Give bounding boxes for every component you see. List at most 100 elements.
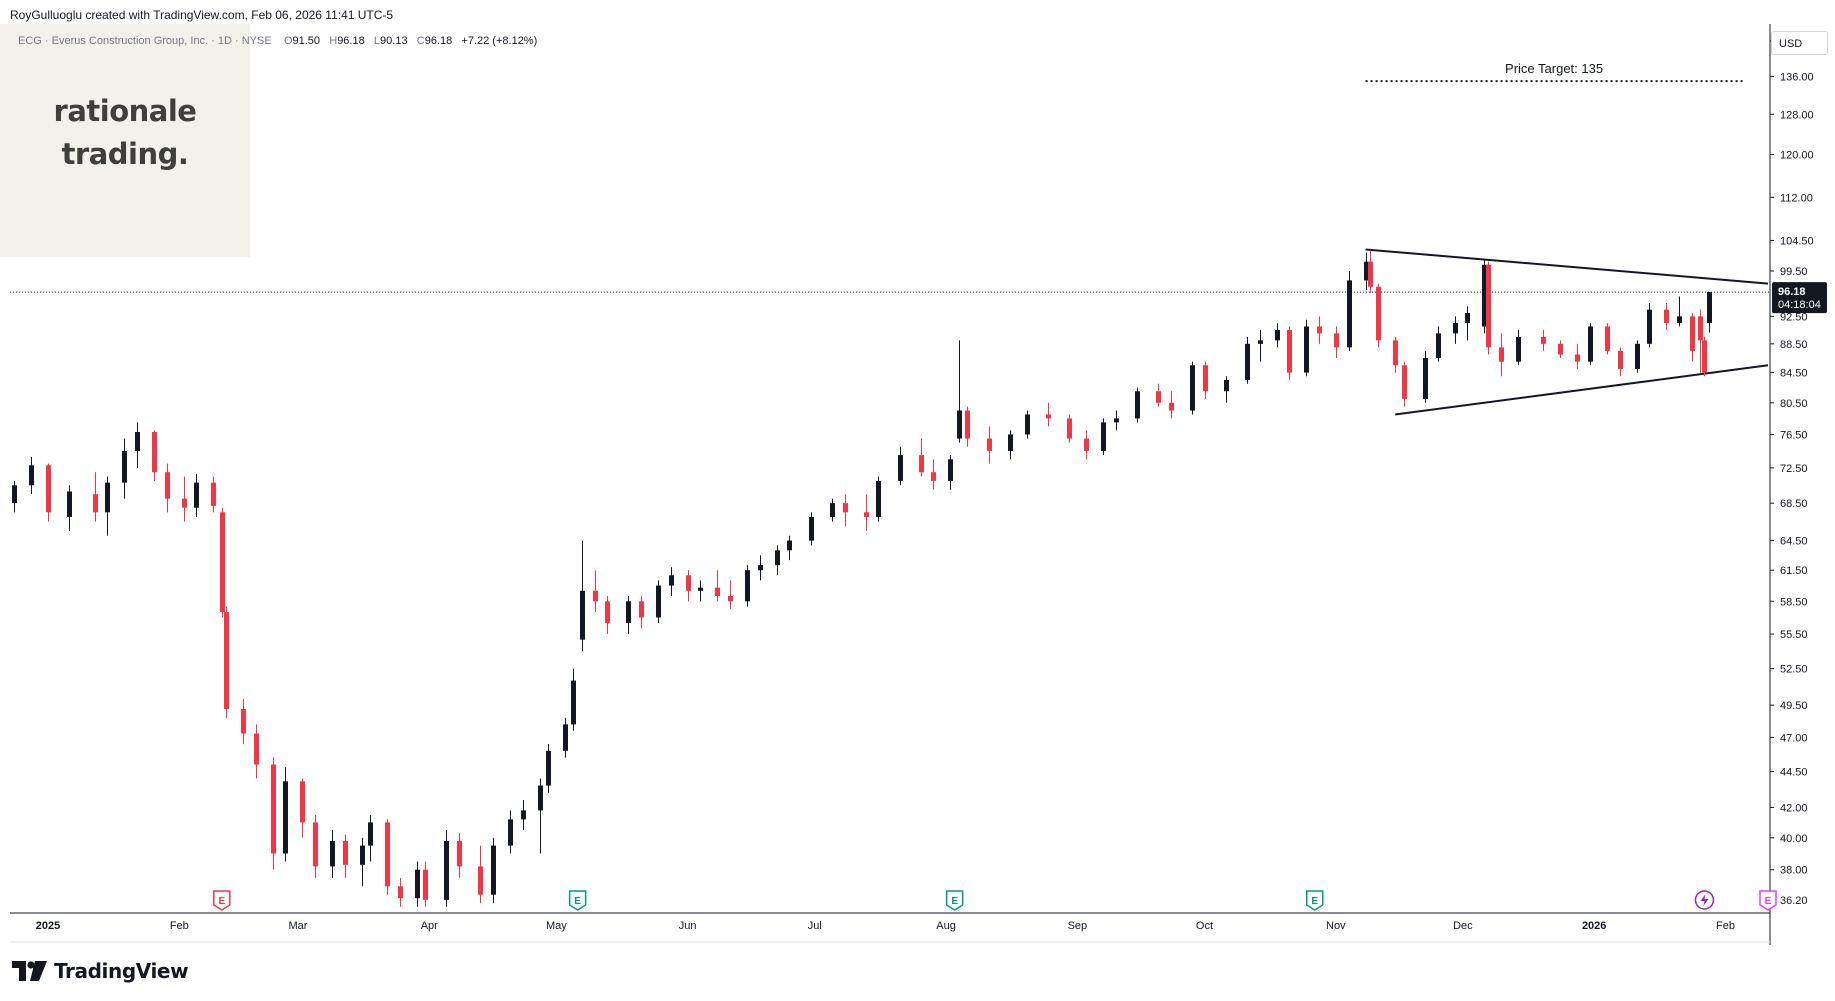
candle-body[interactable] [1436, 333, 1441, 359]
candle-body[interactable] [122, 450, 127, 483]
candle-body[interactable] [1317, 326, 1322, 334]
candle-body[interactable] [1334, 333, 1339, 348]
candle-body[interactable] [1677, 316, 1682, 324]
candle-body[interactable] [1114, 418, 1119, 423]
candle-body[interactable] [1702, 340, 1707, 373]
candle-body[interactable] [1486, 264, 1491, 348]
candle-body[interactable] [29, 465, 34, 486]
candle-body[interactable] [1423, 358, 1428, 399]
candle-body[interactable] [605, 601, 610, 623]
candle-body[interactable] [313, 822, 318, 867]
candle-body[interactable] [398, 886, 403, 899]
candle-body[interactable] [1402, 365, 1407, 399]
candle-body[interactable] [931, 472, 936, 481]
tradingview-logo[interactable]: TradingView [12, 958, 189, 984]
candle-body[interactable] [12, 485, 17, 504]
candle-body[interactable] [220, 512, 225, 613]
candle-body[interactable] [491, 845, 496, 895]
earnings-marker[interactable] [945, 890, 964, 911]
candle-body[interactable] [271, 764, 276, 854]
candle-body[interactable] [165, 472, 170, 499]
candle-body[interactable] [330, 840, 335, 867]
candle-body[interactable] [787, 540, 792, 551]
candle-body[interactable] [1304, 326, 1309, 373]
candle-body[interactable] [1575, 354, 1580, 362]
candle-body[interactable] [745, 570, 750, 602]
candle-body[interactable] [300, 781, 305, 823]
symbol-description[interactable]: ECG · Everus Construction Group, Inc. · … [18, 35, 272, 47]
candle-body[interactable] [1516, 336, 1521, 362]
candle-body[interactable] [415, 869, 420, 899]
candle-body[interactable] [1008, 434, 1013, 451]
candle-body[interactable] [1258, 340, 1263, 344]
candle-body[interactable] [478, 866, 483, 895]
candle-body[interactable] [1364, 261, 1369, 281]
candle-body[interactable] [1275, 329, 1280, 341]
candle-body[interactable] [385, 822, 390, 887]
candle-body[interactable] [46, 465, 51, 513]
candle-body[interactable] [1025, 414, 1030, 435]
candle-body[interactable] [1605, 326, 1610, 351]
candle-body[interactable] [254, 733, 259, 765]
candle-body[interactable] [809, 516, 814, 541]
candle-body[interactable] [580, 590, 585, 640]
candle-body[interactable] [715, 587, 720, 597]
candle-body[interactable] [152, 432, 157, 473]
candle-body[interactable] [626, 601, 631, 623]
candle-body[interactable] [194, 482, 199, 508]
candle-body[interactable] [965, 410, 970, 439]
candle-body[interactable] [93, 494, 98, 513]
candle-body[interactable] [1376, 286, 1381, 341]
candle-body[interactable] [593, 590, 598, 602]
candle-body[interactable] [1635, 343, 1640, 369]
candle-body[interactable] [1046, 414, 1051, 419]
currency-selector[interactable]: USD [1771, 31, 1828, 55]
candle-body[interactable] [1245, 343, 1250, 381]
candle-body[interactable] [1084, 438, 1089, 451]
candle-body[interactable] [948, 459, 953, 481]
candle-body[interactable] [241, 709, 246, 734]
earnings-marker[interactable] [213, 890, 231, 911]
candle-body[interactable] [686, 575, 691, 591]
candle-body[interactable] [1067, 418, 1072, 439]
candle-body[interactable] [1368, 261, 1373, 287]
earnings-marker[interactable] [568, 890, 587, 911]
candle-body[interactable] [571, 680, 576, 725]
candle-body[interactable] [360, 845, 365, 865]
candle-body[interactable] [1203, 365, 1208, 392]
candle-body[interactable] [1588, 326, 1593, 362]
earnings-marker[interactable] [1759, 890, 1777, 911]
candle-body[interactable] [728, 596, 733, 602]
candle-body[interactable] [1698, 316, 1703, 341]
candle-body[interactable] [1190, 365, 1195, 411]
candle-body[interactable] [283, 781, 288, 854]
candle-body[interactable] [1664, 309, 1669, 324]
candle-body[interactable] [919, 455, 924, 473]
candle-body[interactable] [698, 587, 703, 591]
candle-body[interactable] [1647, 309, 1652, 344]
candle-body[interactable] [423, 869, 428, 900]
candle-body[interactable] [1453, 323, 1458, 334]
candle-body[interactable] [864, 512, 869, 517]
candle-body[interactable] [1690, 316, 1695, 351]
candle-body[interactable] [669, 575, 674, 586]
candle-body[interactable] [1499, 347, 1504, 362]
candle-body[interactable] [1156, 391, 1161, 403]
candle-body[interactable] [656, 585, 661, 618]
candle-body[interactable] [1135, 391, 1140, 419]
candle-body[interactable] [1482, 264, 1487, 327]
candle-body[interactable] [758, 565, 763, 571]
candle-body[interactable] [957, 410, 962, 439]
candle-body[interactable] [1558, 343, 1563, 355]
candle-body[interactable] [1224, 380, 1229, 392]
candle-body[interactable] [1618, 350, 1623, 369]
candle-body[interactable] [987, 438, 992, 451]
candle-body[interactable] [444, 840, 449, 900]
candle-body[interactable] [508, 819, 513, 846]
candle-body[interactable] [182, 498, 187, 508]
candle-body[interactable] [211, 482, 216, 506]
candle-body[interactable] [876, 480, 881, 517]
candle-body[interactable] [898, 455, 903, 481]
candle-body[interactable] [368, 822, 373, 846]
